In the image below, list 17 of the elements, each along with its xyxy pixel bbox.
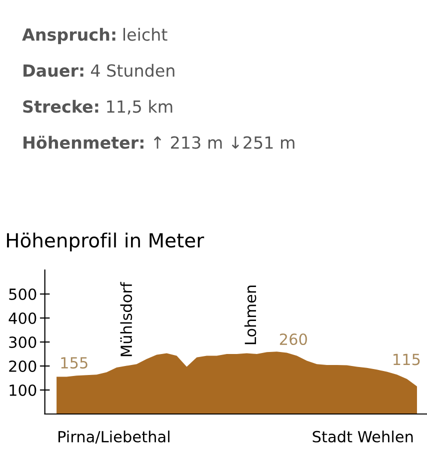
y-tick-label: 500 <box>9 288 36 300</box>
y-tick-label: 300 <box>9 336 36 348</box>
annotation: Lohmen <box>244 286 256 344</box>
data-label: 115 <box>394 354 420 366</box>
data-label: 155 <box>61 357 88 369</box>
y-tick-label: 200 <box>9 360 36 372</box>
y-tick-label: 400 <box>8 312 36 324</box>
text: Pirna/Liebethal <box>58 430 170 444</box>
chart-title: Höhenprofil in Meter <box>7 232 204 252</box>
text: Stadt Wehlen <box>312 430 413 442</box>
text: Dauer: 4 Stunden <box>24 64 174 77</box>
annotation: Mühlsdorf <box>120 282 132 356</box>
text: Anspruch: leicht <box>22 28 168 44</box>
text: Höhenmeter: ↑ 213 m ↓251 m <box>24 136 294 149</box>
text: Strecke: 11,5 km <box>23 100 172 115</box>
data-label: 260 <box>280 333 307 346</box>
y-tick-label: 100 <box>10 384 36 396</box>
